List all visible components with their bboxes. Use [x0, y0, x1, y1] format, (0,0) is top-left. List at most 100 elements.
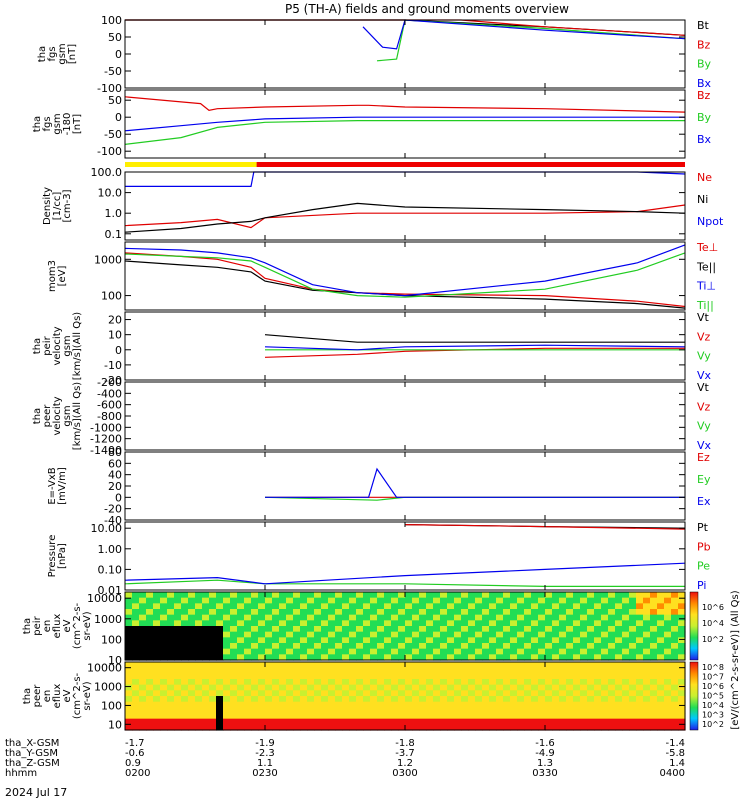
heatmap-cell	[636, 603, 644, 610]
heatmap-cell	[188, 667, 196, 674]
x-tick-label: 1.2	[397, 758, 413, 769]
heatmap-cell	[251, 648, 259, 655]
heatmap-cell	[300, 673, 308, 680]
heatmap-cell	[174, 673, 182, 680]
heatmap-cell	[608, 637, 616, 644]
heatmap-cell	[258, 648, 266, 655]
y-tick-label: -800	[97, 410, 122, 423]
heatmap-cell	[188, 673, 196, 680]
heatmap-cell	[370, 592, 378, 599]
heatmap-cell	[181, 662, 189, 669]
heatmap-cell	[370, 643, 378, 650]
heatmap-cell	[356, 592, 364, 599]
heatmap-cell	[405, 626, 413, 633]
heatmap-cell	[503, 707, 511, 714]
heatmap-cell	[244, 592, 252, 599]
heatmap-cell	[615, 609, 623, 616]
heatmap-cell	[146, 654, 154, 661]
heatmap-cell	[335, 696, 343, 703]
heatmap-cell	[146, 597, 154, 604]
heatmap-cell	[531, 679, 539, 686]
heatmap-cell	[398, 667, 406, 674]
heatmap-cell	[664, 679, 672, 686]
heatmap-cell	[496, 701, 504, 708]
heatmap-cell	[195, 637, 203, 644]
heatmap-cell	[209, 690, 217, 697]
heatmap-cell	[412, 609, 420, 616]
heatmap-cell	[573, 648, 581, 655]
heatmap-cell	[202, 690, 210, 697]
heatmap-cell	[265, 637, 273, 644]
heatmap-cell	[139, 631, 147, 638]
heatmap-cell	[195, 684, 203, 691]
heatmap-cell	[307, 597, 315, 604]
heatmap-cell	[153, 707, 161, 714]
heatmap-cell	[468, 648, 476, 655]
heatmap-cell	[461, 609, 469, 616]
heatmap-cell	[426, 713, 434, 720]
heatmap-cell	[335, 648, 343, 655]
heatmap-cell	[181, 684, 189, 691]
heatmap-cell	[356, 684, 364, 691]
heatmap-cell	[468, 614, 476, 621]
heatmap-cell	[468, 667, 476, 674]
heatmap-cell	[482, 592, 490, 599]
heatmap-cell	[524, 662, 532, 669]
heatmap-cell	[146, 637, 154, 644]
heatmap-cell	[643, 614, 651, 621]
y-axis-label: [cm-3]	[62, 189, 73, 222]
heatmap-cell	[146, 673, 154, 680]
heatmap-cell	[531, 620, 539, 627]
heatmap-cell	[293, 597, 301, 604]
heatmap-cell	[251, 597, 259, 604]
heatmap-cell	[503, 662, 511, 669]
heatmap-cell	[510, 603, 518, 610]
heatmap-cell	[146, 707, 154, 714]
heatmap-cell	[237, 724, 245, 731]
heatmap-cell	[391, 684, 399, 691]
heatmap-cell	[580, 707, 588, 714]
heatmap-cell	[258, 684, 266, 691]
heatmap-cell	[482, 662, 490, 669]
heatmap-cell	[237, 684, 245, 691]
heatmap-cell	[307, 637, 315, 644]
heatmap-cell	[671, 690, 679, 697]
heatmap-cell	[461, 597, 469, 604]
heatmap-cell	[433, 724, 441, 731]
heatmap-cell	[356, 637, 364, 644]
heatmap-cell	[503, 654, 511, 661]
y-axis-label: fgs	[47, 46, 58, 61]
heatmap-cell	[244, 662, 252, 669]
heatmap-cell	[195, 724, 203, 731]
heatmap-cell	[580, 626, 588, 633]
heatmap-cell	[517, 603, 525, 610]
heatmap-cell	[496, 592, 504, 599]
heatmap-cell	[167, 713, 175, 720]
heatmap-cell	[342, 718, 350, 725]
heatmap-cell	[377, 673, 385, 680]
legend-entry: Te⊥	[696, 241, 718, 254]
heatmap-cell	[524, 648, 532, 655]
heatmap-cell	[230, 690, 238, 697]
heatmap-cell	[307, 707, 315, 714]
heatmap-cell	[244, 701, 252, 708]
heatmap-cell	[559, 696, 567, 703]
heatmap-cell	[223, 684, 231, 691]
heatmap-cell	[356, 701, 364, 708]
heatmap-cell	[167, 592, 175, 599]
heatmap-cell	[321, 637, 329, 644]
heatmap-cell	[132, 662, 140, 669]
heatmap-cell	[678, 643, 686, 650]
heatmap-cell	[272, 713, 280, 720]
y-axis-label: -180	[62, 113, 73, 136]
heatmap-cell	[384, 696, 392, 703]
heatmap-cell	[202, 718, 210, 725]
heatmap-cell	[643, 609, 651, 616]
heatmap-cell	[195, 701, 203, 708]
heatmap-cell	[153, 713, 161, 720]
heatmap-cell	[363, 597, 371, 604]
heatmap-cell	[552, 673, 560, 680]
y-axis-label: [nT]	[72, 114, 83, 134]
heatmap-cell	[657, 696, 665, 703]
heatmap-cell	[146, 718, 154, 725]
